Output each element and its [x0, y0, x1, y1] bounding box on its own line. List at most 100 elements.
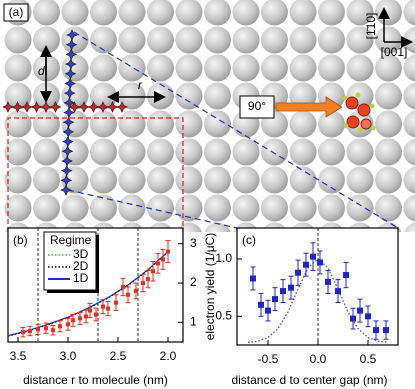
direction-label: [1̄10] — [364, 13, 378, 40]
data-point — [166, 249, 170, 254]
atom — [61, 194, 89, 222]
atom — [375, 166, 402, 194]
atom — [375, 26, 402, 54]
legend-label: 1D — [73, 271, 89, 285]
atom — [175, 138, 203, 166]
atom — [375, 194, 402, 222]
data-point — [258, 301, 264, 308]
atom — [289, 26, 317, 54]
y-axis-label: electron yield (1/μC) — [203, 233, 217, 341]
atom — [90, 26, 117, 54]
atom — [61, 26, 89, 54]
atom — [261, 194, 288, 222]
atom — [4, 82, 32, 110]
atom — [33, 110, 60, 138]
atom — [318, 54, 345, 82]
atom — [90, 0, 117, 26]
data-point — [78, 316, 82, 321]
atom — [204, 194, 231, 222]
atom — [147, 110, 174, 138]
atom — [175, 194, 203, 222]
r-label: r — [138, 78, 143, 92]
zoom-line — [73, 31, 399, 229]
molecule-unit — [116, 101, 128, 113]
data-point — [126, 292, 130, 297]
atom — [403, 194, 415, 222]
legend-label: 3D — [73, 247, 89, 261]
panel-a: d r 90° (a) [1̄10] [001] — [2, 3, 413, 232]
atom — [346, 138, 374, 166]
rotation-label: 90° — [248, 99, 266, 113]
data-point — [71, 318, 75, 323]
atom — [204, 110, 231, 138]
molecule-unit — [87, 101, 100, 113]
data-point — [156, 261, 160, 266]
label-box — [3, 3, 29, 22]
molecule-unit — [106, 101, 119, 113]
rotation-box — [239, 95, 275, 119]
x-tick-label: 2.0 — [160, 349, 177, 363]
atom — [4, 138, 32, 166]
atom — [232, 166, 260, 194]
atom — [118, 82, 146, 110]
atom — [61, 0, 89, 26]
atom — [289, 194, 317, 222]
zoom-box — [7, 117, 184, 232]
atom — [118, 194, 146, 222]
atom — [289, 0, 317, 26]
atom — [90, 54, 117, 82]
molecule-unit — [49, 101, 62, 113]
data-point — [343, 272, 349, 279]
atom — [33, 166, 60, 194]
atom — [403, 166, 415, 194]
rotated-molecule — [342, 92, 376, 133]
atom — [289, 110, 317, 138]
atom — [403, 110, 415, 138]
atom — [346, 0, 374, 26]
data-point — [383, 327, 389, 334]
x-axis-label: distance r to molecule (nm) — [23, 373, 168, 387]
atom — [261, 26, 288, 54]
data-point — [58, 324, 62, 329]
x-tick-label: 3.0 — [60, 349, 77, 363]
molecule — [2, 29, 128, 196]
atom — [318, 26, 345, 54]
atom — [147, 82, 174, 110]
data-point — [272, 296, 278, 303]
x-tick-label: 2.5 — [110, 349, 127, 363]
atom — [118, 138, 146, 166]
atom — [147, 138, 174, 166]
atom — [232, 194, 260, 222]
x-tick-label: 0.0 — [310, 352, 327, 366]
data-point — [66, 322, 70, 327]
fit-line — [247, 258, 389, 344]
atom — [289, 54, 317, 82]
atom — [403, 138, 415, 166]
atom — [375, 0, 402, 26]
x-tick-label: -0.5 — [258, 352, 279, 366]
x-tick-label: 0.5 — [360, 352, 377, 366]
atom — [204, 82, 231, 110]
data-point — [310, 253, 316, 260]
atom — [175, 0, 203, 26]
atom — [403, 54, 415, 82]
y-tick-label: 2 — [190, 275, 197, 289]
x-tick-label: 3.5 — [10, 349, 27, 363]
atom — [204, 26, 231, 54]
atom — [318, 194, 345, 222]
atom — [232, 26, 260, 54]
atom — [404, 222, 415, 232]
atom — [61, 110, 89, 138]
atom — [375, 110, 402, 138]
atom — [403, 82, 415, 110]
atom — [4, 54, 32, 82]
atom — [232, 54, 260, 82]
data-point — [121, 284, 125, 289]
atom — [318, 0, 345, 26]
atom — [4, 26, 32, 54]
atom — [204, 222, 231, 232]
y-tick-label: 1.0 — [215, 251, 232, 265]
chart: -0.5 0.0 0.5 0.5 1.0 distance d to center gap… — [203, 227, 399, 387]
data-point — [325, 278, 331, 285]
